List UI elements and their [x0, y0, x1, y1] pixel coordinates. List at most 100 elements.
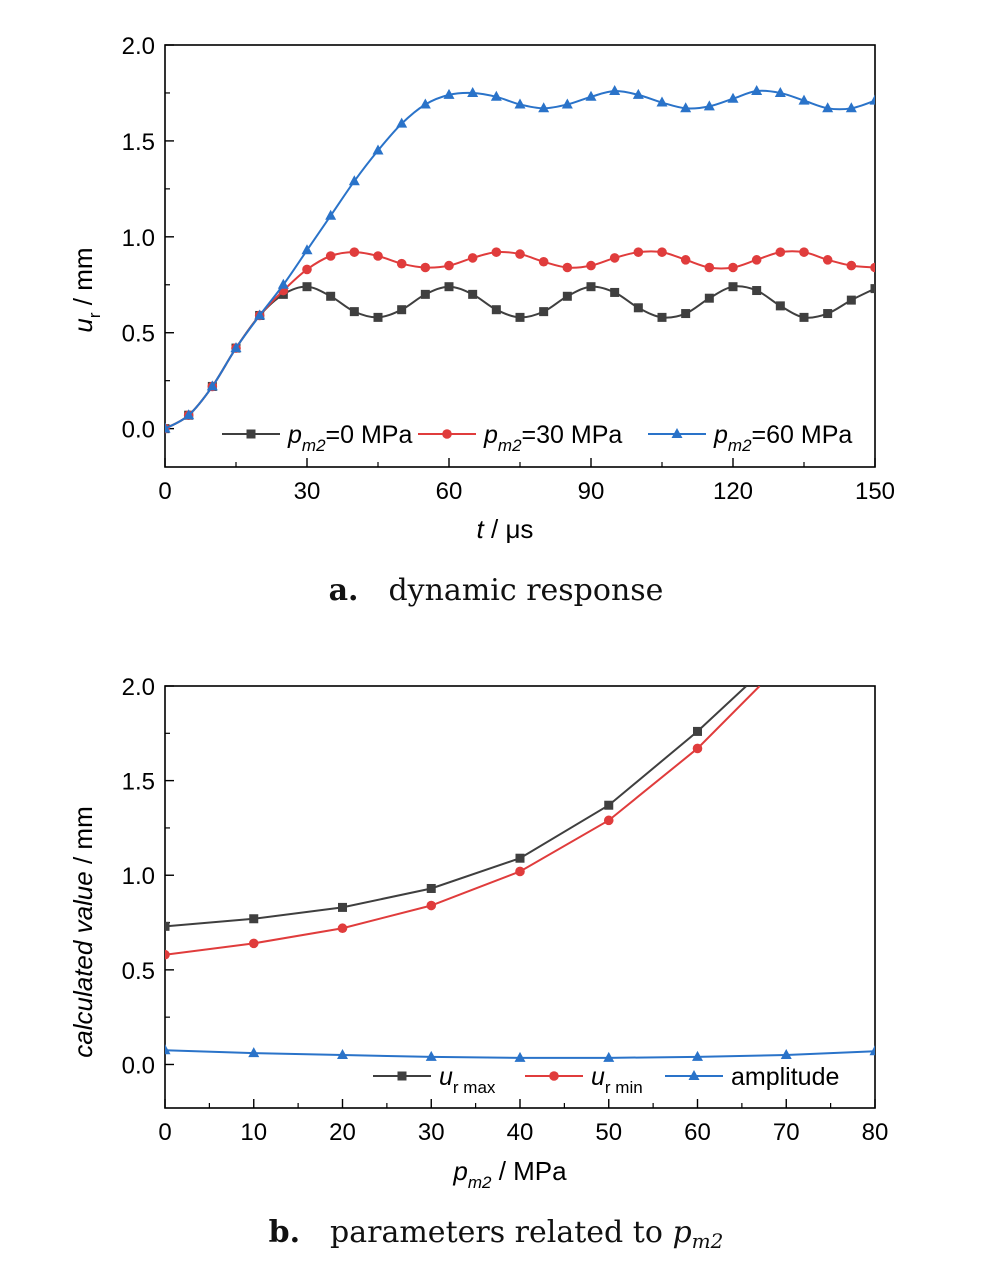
series-0-point	[704, 293, 714, 303]
legend-0-label: pm2=0 MPa	[287, 421, 412, 455]
series-1-line	[165, 250, 875, 430]
x-ticks: 0 10 20 30 40 50 60 70 80	[158, 1099, 888, 1146]
series-1-point	[609, 253, 620, 263]
series-1-point	[396, 258, 407, 269]
series-0-point	[586, 282, 596, 292]
series-1-point	[515, 866, 525, 877]
chart-b: 0 10 20 30 40 50 60 70 800.00.51.01.52.0ur max ur…	[68, 674, 888, 1253]
series-1-point	[799, 247, 809, 257]
series-0-point	[823, 309, 833, 319]
series-1	[165, 247, 875, 434]
legend-0-marker	[397, 1071, 407, 1081]
y-ticks: 0.0 0.5 1.0 1.5 2.0	[122, 33, 174, 444]
series-0	[165, 686, 747, 931]
series-2-point	[703, 100, 715, 111]
series-1-point	[870, 262, 875, 273]
series-2-point	[325, 209, 337, 220]
series-2	[165, 85, 875, 433]
series-1-point	[248, 938, 259, 949]
series-1-point	[426, 900, 437, 911]
series-0-point	[633, 303, 643, 313]
y-axis-label: ur / mm	[68, 247, 104, 332]
figure-caption: b. parameters related to pm2	[269, 1215, 724, 1253]
x-tick-label: 50	[595, 1119, 622, 1146]
series-2-point	[165, 422, 171, 433]
series-1-point	[775, 247, 786, 257]
legend-2-marker	[671, 428, 683, 438]
series-0-point	[775, 301, 785, 311]
y-tick-label: 0.5	[122, 321, 155, 348]
series-2-point	[822, 102, 834, 113]
series-1	[165, 686, 761, 960]
series-2-point	[230, 342, 242, 353]
series-2-point	[277, 278, 289, 289]
series-0-point	[491, 305, 501, 315]
series-2-point	[337, 1049, 348, 1060]
series-0-point	[515, 312, 525, 322]
series-0-point	[870, 284, 875, 294]
x-tick-label: 150	[855, 478, 895, 505]
series-0-point	[693, 726, 702, 736]
series-0-point	[610, 287, 620, 297]
legend-2-marker	[688, 1070, 700, 1080]
series-2-point	[632, 88, 644, 99]
series-2-point	[680, 102, 692, 113]
legend-2-label: amplitude	[731, 1063, 839, 1091]
series-1-point	[165, 949, 170, 960]
y-tick-label: 0.0	[122, 417, 155, 444]
x-tick-label: 60	[684, 1119, 711, 1146]
series-1-point	[538, 256, 549, 267]
legend-1-marker	[549, 1071, 559, 1081]
x-tick-label: 90	[578, 478, 605, 505]
y-tick-label: 1.0	[122, 863, 155, 890]
series-2-point	[301, 244, 313, 255]
series-2	[165, 1044, 875, 1062]
series-1-point	[491, 247, 502, 257]
series-1-point	[657, 247, 667, 257]
series-2-point	[490, 90, 502, 101]
series-2-point	[609, 85, 621, 96]
series-1-point	[373, 251, 383, 261]
series-2-point	[538, 102, 550, 113]
series-0-point	[444, 282, 454, 292]
series-0-point	[728, 282, 738, 292]
y-tick-label: 1.5	[122, 769, 155, 796]
y-tick-label: 1.0	[122, 225, 155, 252]
x-axis-label: pm2 / MPa	[452, 1156, 567, 1192]
series-1-point	[337, 923, 348, 934]
series-0-point	[846, 295, 856, 305]
series-0-point	[249, 914, 259, 924]
x-tick-label: 60	[436, 478, 463, 505]
series-2-point	[774, 86, 786, 97]
x-tick-label: 10	[240, 1119, 267, 1146]
x-tick-label: 30	[418, 1119, 445, 1146]
series-1-point	[603, 815, 614, 826]
y-tick-label: 2.0	[122, 33, 155, 60]
series-2-point	[751, 85, 763, 96]
x-tick-label: 120	[713, 478, 753, 505]
series-0-point	[657, 312, 667, 322]
series-2-point	[845, 102, 857, 113]
y-tick-label: 0.0	[122, 1052, 155, 1079]
y-tick-label: 1.5	[122, 129, 155, 156]
legend-1-marker	[442, 429, 452, 439]
series-0-point	[338, 902, 347, 912]
series-0-point	[604, 800, 614, 810]
series-2-point	[372, 144, 384, 155]
series-0-point	[397, 305, 407, 315]
series-2-point	[656, 96, 668, 107]
figure-caption: a. dynamic response	[329, 573, 664, 608]
x-tick-label: 70	[773, 1119, 800, 1146]
series-2-point	[869, 1045, 875, 1056]
series-2-point	[561, 98, 573, 109]
x-tick-label: 30	[294, 478, 321, 505]
series-0-point	[420, 289, 430, 299]
x-tick-label: 80	[862, 1119, 889, 1146]
y-ticks: 0.0 0.5 1.0 1.5 2.0	[122, 674, 174, 1079]
series-0-point	[515, 853, 525, 863]
series-2-point	[869, 94, 875, 105]
series-0-point	[681, 309, 691, 319]
series-2-point	[514, 98, 526, 109]
x-tick-label: 40	[507, 1119, 534, 1146]
